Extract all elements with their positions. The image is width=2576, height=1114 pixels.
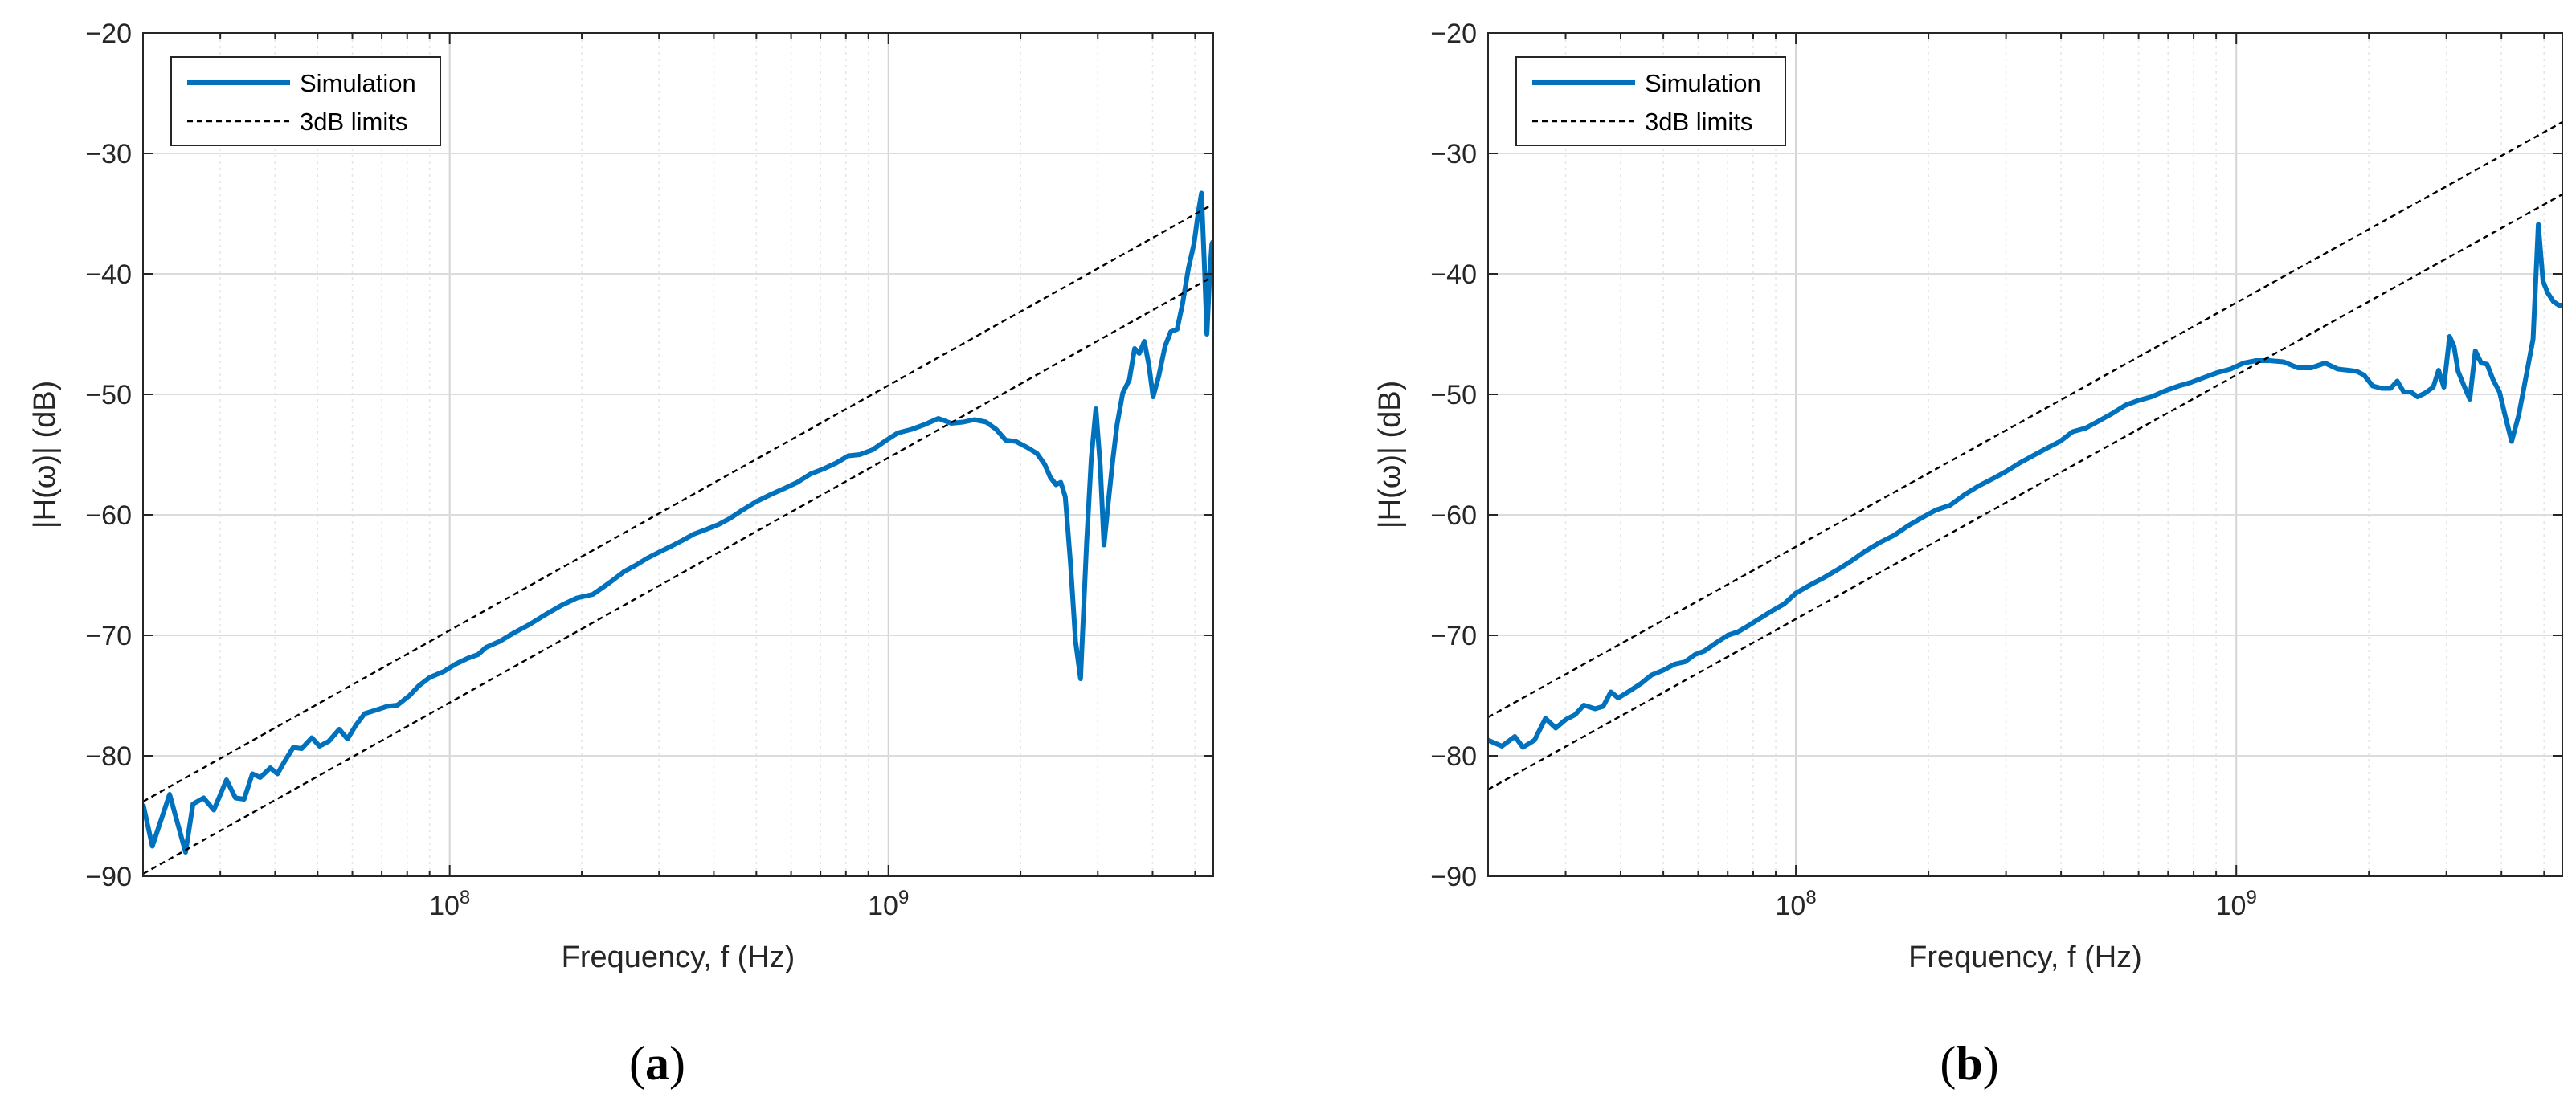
- chart-a-x-tick-label: 109: [868, 887, 909, 921]
- chart-b-y-tick-label: −50: [1430, 380, 1477, 410]
- chart-b-y-tick-label: −30: [1430, 139, 1477, 169]
- chart-b-y-tick-label: −20: [1430, 18, 1477, 49]
- chart-b-limit-line-upper: [1488, 120, 2562, 719]
- chart-a-series: [143, 190, 1213, 875]
- chart-a-limit-line-upper: [143, 202, 1213, 803]
- chart-panel-b: −90 −80 −70 −60 −50 −40 −30 −20 108 109 Frequency,…: [1288, 0, 2576, 1114]
- chart-a-y-axis-label: |H(ω)| (dB): [28, 381, 62, 529]
- chart-a-y-tick-label: −50: [85, 380, 132, 410]
- panel-label-b: (b): [1940, 1037, 1999, 1090]
- chart-b-legend-box: [1515, 56, 1786, 146]
- chart-b-svg: −90 −80 −70 −60 −50 −40 −30 −20 108 109 Frequency,…: [1373, 18, 2563, 974]
- chart-a-y-tick-label: −90: [85, 862, 132, 892]
- chart-a-x-tick-label: 108: [429, 887, 470, 921]
- chart-b-y-tick-label: −40: [1430, 259, 1477, 290]
- chart-a-y-tick-label: −60: [85, 500, 132, 531]
- chart-b-y-tick-label: −60: [1430, 500, 1477, 531]
- chart-b-x-tick-label: 108: [1776, 887, 1817, 921]
- chart-a-svg: −90 −80 −70 −60 −50 −40 −30 −20 108 109 Frequency,…: [28, 18, 1214, 974]
- chart-a-legend-simulation-label: Simulation: [300, 69, 416, 97]
- chart-b-y-tick-label: −70: [1430, 621, 1477, 651]
- chart-a-simulation-line: [143, 190, 1213, 855]
- chart-b-axes-box: [1487, 32, 2563, 877]
- chart-a-legend-box: [170, 56, 441, 146]
- chart-a-grid: [143, 33, 1213, 876]
- chart-b-grid: [1488, 33, 2562, 876]
- chart-b-legend-simulation-label: Simulation: [1645, 69, 1761, 97]
- chart-b-limit-line-lower: [1488, 193, 2562, 791]
- chart-a-y-tick-label: −30: [85, 139, 132, 169]
- chart-b-legend: Simulation 3dB limits: [1515, 56, 1786, 146]
- chart-a-axes-box: [142, 32, 1214, 877]
- chart-b-y-tick-label: −90: [1430, 862, 1477, 892]
- chart-b-y-axis-label: |H(ω)| (dB): [1373, 381, 1407, 529]
- chart-a-legend: Simulation 3dB limits: [170, 56, 441, 146]
- chart-a-legend-limits-label: 3dB limits: [300, 108, 407, 136]
- chart-a-y-tick-label: −70: [85, 621, 132, 651]
- chart-b-y-tick-label: −80: [1430, 741, 1477, 772]
- panel-label-a: (a): [629, 1037, 685, 1090]
- chart-b-x-axis-label: Frequency, f (Hz): [1908, 941, 2142, 974]
- chart-panel-a: −90 −80 −70 −60 −50 −40 −30 −20 108 109 Frequency,…: [28, 18, 1214, 1090]
- chart-a-y-tick-label: −80: [85, 741, 132, 772]
- chart-b-simulation-line: [1488, 222, 2562, 750]
- chart-a-x-axis-label: Frequency, f (Hz): [562, 941, 795, 974]
- chart-a-y-tick-label: −40: [85, 259, 132, 290]
- chart-a-limit-line-lower: [143, 275, 1213, 875]
- chart-b-plot-area: [1488, 33, 2562, 876]
- chart-a-y-tick-label: −20: [85, 18, 132, 49]
- chart-b-legend-limits-label: 3dB limits: [1645, 108, 1752, 136]
- chart-b-series: [1488, 120, 2562, 791]
- chart-b-x-tick-label: 109: [2216, 887, 2257, 921]
